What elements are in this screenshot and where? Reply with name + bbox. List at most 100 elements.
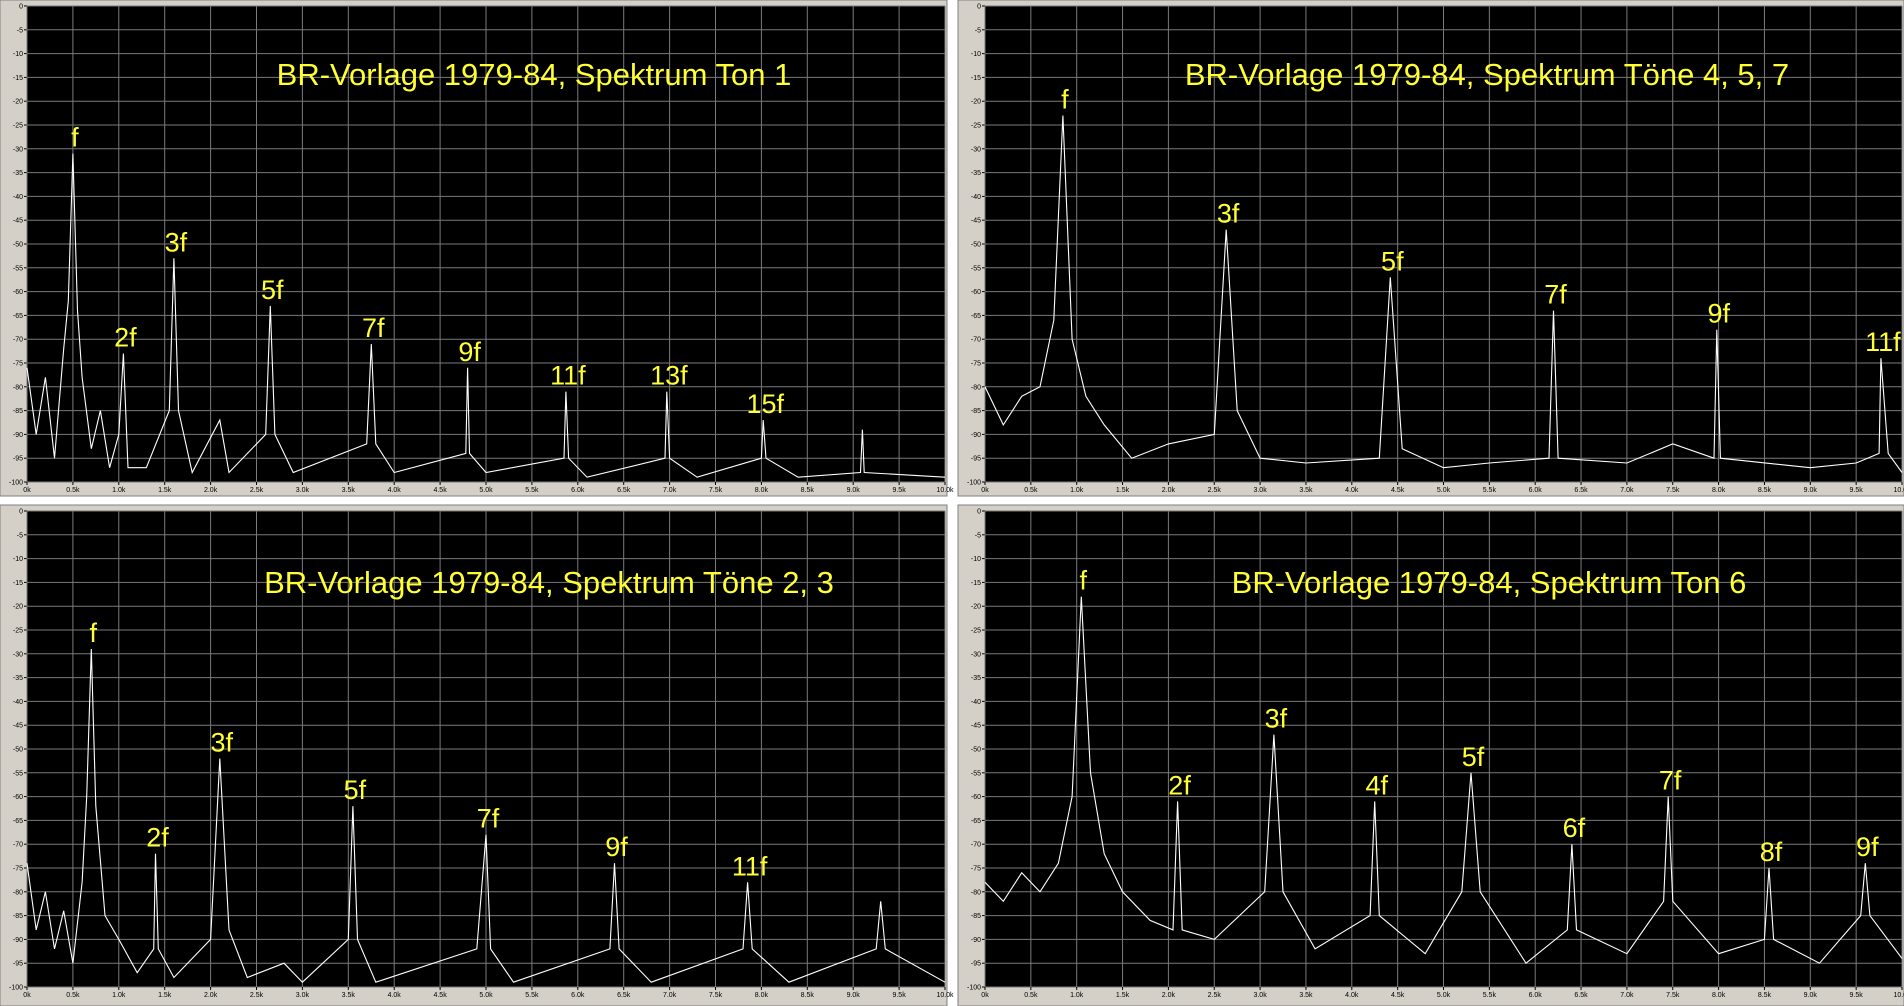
harmonic-label: 2f	[114, 322, 137, 352]
y-tick-label: -45	[971, 218, 981, 225]
x-tick-label: 7.0k	[663, 992, 677, 999]
x-tick-label: 5.0k	[479, 487, 493, 494]
x-tick-label: 0.5k	[1024, 487, 1038, 494]
y-tick-label: -75	[971, 361, 981, 368]
x-tick-label: 9.0k	[847, 487, 861, 494]
x-tick-label: 6.5k	[1574, 992, 1588, 999]
x-tick-label: 0k	[981, 992, 989, 999]
y-tick-label: -95	[971, 456, 981, 463]
x-tick-label: 2.0k	[204, 992, 218, 999]
harmonic-label: 8f	[1760, 837, 1783, 867]
y-tick-label: -75	[971, 866, 981, 873]
y-tick-label: -60	[971, 794, 981, 801]
y-tick-label: -25	[13, 123, 23, 130]
y-tick-label: -15	[971, 580, 981, 587]
x-tick-label: 6.0k	[1529, 487, 1543, 494]
x-tick-label: 10.0k	[1893, 487, 1904, 494]
y-tick-label: -95	[971, 961, 981, 968]
harmonic-label: 7f	[1544, 280, 1567, 310]
y-tick-label: -55	[971, 770, 981, 777]
x-tick-label: 7.5k	[709, 992, 723, 999]
x-tick-label: 3.5k	[1299, 487, 1313, 494]
x-tick-label: 8.5k	[801, 487, 815, 494]
spectrum-panel: 0 -5 -10 -15 -20 -25 -30 -35 -40 -45 -50 -55 -60 -65 -…	[957, 504, 1904, 1006]
y-tick-label: -90	[13, 937, 23, 944]
y-tick-label: -5	[975, 27, 981, 34]
y-tick-label: -85	[13, 913, 23, 920]
x-tick-label: 2.5k	[250, 992, 264, 999]
x-tick-label: 3.0k	[1253, 992, 1267, 999]
x-tick-label: 0k	[23, 992, 31, 999]
chart-title: BR-Vorlage 1979-84, Spektrum Töne 2, 3	[264, 565, 834, 600]
y-tick-label: -50	[13, 242, 23, 249]
x-tick-label: 6.0k	[571, 487, 585, 494]
harmonic-label: f	[1061, 84, 1069, 114]
harmonic-label: 7f	[362, 313, 385, 343]
x-tick-label: 1.0k	[1070, 992, 1084, 999]
y-tick-label: -65	[971, 818, 981, 825]
harmonic-label: 9f	[605, 832, 628, 862]
y-tick-label: -65	[13, 313, 23, 320]
x-tick-label: 9.5k	[892, 992, 906, 999]
y-tick-label: -5	[975, 532, 981, 539]
y-tick-label: -70	[13, 842, 23, 849]
x-tick-label: 5.5k	[525, 487, 539, 494]
x-tick-label: 7.0k	[663, 487, 677, 494]
x-tick-label: 6.0k	[571, 992, 585, 999]
y-tick-label: -20	[971, 99, 981, 106]
x-tick-label: 0.5k	[1024, 992, 1038, 999]
x-tick-label: 1.0k	[112, 992, 126, 999]
y-tick-label: -80	[971, 384, 981, 391]
y-tick-label: -15	[13, 580, 23, 587]
x-tick-label: 2.5k	[250, 487, 264, 494]
spectrum-panel: 0 -5 -10 -15 -20 -25 -30 -35 -40 -45 -50 -55 -60 -65 -…	[0, 0, 954, 497]
y-tick-label: -40	[13, 194, 23, 201]
harmonic-label: 11f	[550, 361, 586, 391]
x-tick-label: 3.0k	[296, 992, 310, 999]
y-tick-label: -70	[13, 337, 23, 344]
x-tick-label: 10.0k	[1893, 992, 1904, 999]
spectrum-line	[26, 153, 946, 478]
harmonic-label: 3f	[1265, 704, 1288, 734]
y-tick-label: -35	[13, 170, 23, 177]
harmonic-label: 4f	[1365, 770, 1388, 800]
y-tick-label: -65	[971, 313, 981, 320]
x-tick-label: 4.0k	[1345, 487, 1359, 494]
x-tick-label: 4.5k	[1391, 487, 1405, 494]
y-tick-label: -60	[971, 289, 981, 296]
harmonic-label: 3f	[165, 227, 188, 257]
x-tick-label: 1.5k	[1116, 992, 1130, 999]
y-tick-label: -50	[971, 747, 981, 754]
harmonic-label: 9f	[1856, 832, 1879, 862]
y-tick-label: -50	[971, 242, 981, 249]
x-tick-label: 4.0k	[388, 992, 402, 999]
harmonic-label: f	[1080, 566, 1088, 596]
x-tick-label: 4.5k	[433, 487, 447, 494]
harmonic-label: 5f	[261, 275, 284, 305]
x-tick-label: 8.0k	[755, 992, 769, 999]
spectrum-line	[984, 115, 1903, 473]
x-tick-label: 3.0k	[296, 487, 310, 494]
x-tick-label: 4.5k	[433, 992, 447, 999]
y-tick-label: -20	[971, 604, 981, 611]
y-tick-label: -20	[13, 604, 23, 611]
x-tick-label: 8.0k	[1712, 487, 1726, 494]
x-tick-label: 2.5k	[1208, 487, 1222, 494]
harmonic-label: 3f	[1217, 199, 1240, 229]
y-tick-label: -55	[13, 770, 23, 777]
x-tick-label: 3.0k	[1253, 487, 1267, 494]
x-tick-label: 6.5k	[617, 487, 631, 494]
y-tick-label: -60	[13, 794, 23, 801]
y-tick-label: -95	[13, 961, 23, 968]
harmonic-label: 15f	[746, 389, 784, 419]
x-tick-label: 9.5k	[1850, 487, 1864, 494]
y-tick-label: -80	[971, 889, 981, 896]
harmonic-label: 2f	[146, 823, 169, 853]
x-tick-label: 9.0k	[847, 992, 861, 999]
y-tick-label: -30	[971, 146, 981, 153]
x-tick-label: 4.0k	[1345, 992, 1359, 999]
harmonic-label: f	[90, 618, 98, 648]
y-tick-label: -100	[967, 480, 981, 487]
y-tick-label: -80	[13, 384, 23, 391]
